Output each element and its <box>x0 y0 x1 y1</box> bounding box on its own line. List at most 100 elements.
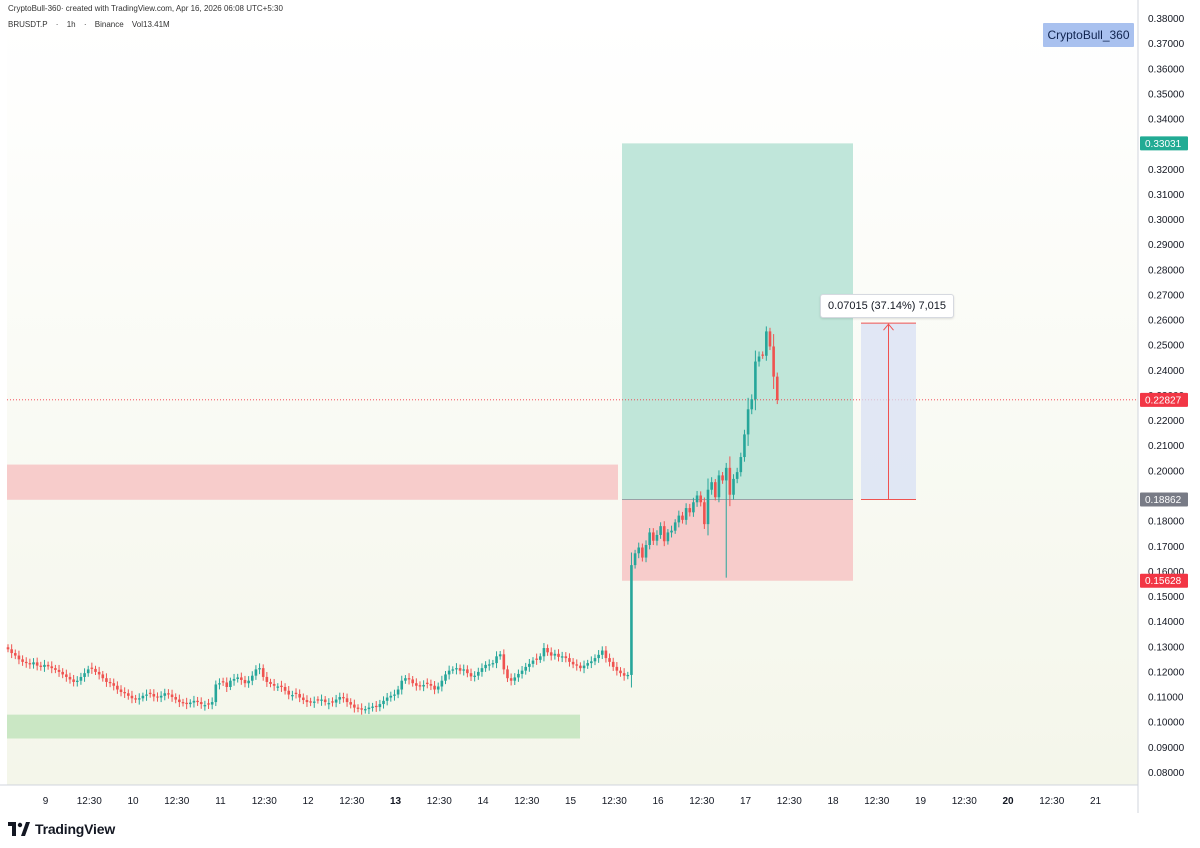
candle[interactable] <box>192 695 196 708</box>
candle[interactable] <box>382 696 385 709</box>
candle[interactable] <box>662 521 666 547</box>
candle[interactable] <box>542 643 546 662</box>
supply-zone[interactable] <box>7 464 618 500</box>
candle[interactable] <box>174 693 178 704</box>
candle[interactable] <box>713 479 717 501</box>
candle[interactable] <box>724 462 728 578</box>
candle[interactable] <box>345 693 349 707</box>
candle[interactable] <box>535 653 538 665</box>
candle[interactable] <box>528 658 531 672</box>
candle[interactable] <box>509 673 513 686</box>
candle[interactable] <box>232 673 236 686</box>
candle[interactable] <box>703 497 706 529</box>
candle[interactable] <box>218 678 221 690</box>
candle[interactable] <box>21 655 24 666</box>
candle[interactable] <box>684 503 688 525</box>
candle[interactable] <box>626 671 630 680</box>
candle[interactable] <box>484 661 487 672</box>
stop-price-tag[interactable]: 0.15628 <box>1140 573 1188 588</box>
candle[interactable] <box>353 699 356 713</box>
candle[interactable] <box>61 668 64 679</box>
candle[interactable] <box>582 660 586 674</box>
candle[interactable] <box>633 549 637 569</box>
candle[interactable] <box>65 669 68 682</box>
candle[interactable] <box>148 689 152 698</box>
candle[interactable] <box>593 654 597 666</box>
candle[interactable] <box>280 680 283 692</box>
candle[interactable] <box>655 530 659 546</box>
candle[interactable] <box>622 668 626 681</box>
candle[interactable] <box>338 692 342 704</box>
candle[interactable] <box>24 657 28 668</box>
candle[interactable] <box>134 694 137 703</box>
candle[interactable] <box>305 695 309 707</box>
candle[interactable] <box>356 704 360 713</box>
candle[interactable] <box>261 664 265 681</box>
candle[interactable] <box>221 677 225 686</box>
candle[interactable] <box>250 671 254 686</box>
candle[interactable] <box>334 694 338 708</box>
candle[interactable] <box>447 665 451 680</box>
candle[interactable] <box>374 701 378 712</box>
candle[interactable] <box>549 647 553 661</box>
candle[interactable] <box>611 657 615 671</box>
candle[interactable] <box>487 659 491 671</box>
candle[interactable] <box>404 675 407 684</box>
candle[interactable] <box>440 675 444 692</box>
candle[interactable] <box>422 680 425 692</box>
candle[interactable] <box>590 656 593 669</box>
candle[interactable] <box>363 705 367 714</box>
candle[interactable] <box>94 665 97 676</box>
candle[interactable] <box>644 540 648 563</box>
candle[interactable] <box>739 452 743 477</box>
candle[interactable] <box>272 678 276 691</box>
candle[interactable] <box>407 673 411 685</box>
candle[interactable] <box>641 543 644 562</box>
candle[interactable] <box>458 664 462 675</box>
candle[interactable] <box>327 698 331 710</box>
candle[interactable] <box>203 700 207 711</box>
candle[interactable] <box>170 689 174 702</box>
candle[interactable] <box>79 672 83 685</box>
candle[interactable] <box>746 397 750 446</box>
candle[interactable] <box>291 690 294 701</box>
candle[interactable] <box>765 326 768 361</box>
candle[interactable] <box>57 664 61 677</box>
candle[interactable] <box>123 687 126 698</box>
candle[interactable] <box>418 681 422 691</box>
candle[interactable] <box>181 698 185 707</box>
candle[interactable] <box>298 689 301 703</box>
candle[interactable] <box>761 351 764 359</box>
candle[interactable] <box>754 350 757 411</box>
candle[interactable] <box>429 679 433 691</box>
candle[interactable] <box>597 650 600 663</box>
candle[interactable] <box>579 662 582 672</box>
candle[interactable] <box>276 683 280 692</box>
candle[interactable] <box>185 697 188 710</box>
symbol-info[interactable]: BRUSDT.P · 1h · Binance Vol13.41M <box>8 20 176 29</box>
candle[interactable] <box>163 688 167 701</box>
symbol-name[interactable]: BRUSDT.P <box>8 20 48 29</box>
candle[interactable] <box>50 661 54 674</box>
candle[interactable] <box>269 678 272 688</box>
candle[interactable] <box>229 677 232 691</box>
candle[interactable] <box>371 702 374 712</box>
candle[interactable] <box>320 694 323 706</box>
candle[interactable] <box>600 646 604 660</box>
candle[interactable] <box>207 698 210 709</box>
candle[interactable] <box>648 528 651 550</box>
candle[interactable] <box>393 689 396 701</box>
candle[interactable] <box>553 649 557 660</box>
candle[interactable] <box>367 702 371 715</box>
candle[interactable] <box>137 693 141 705</box>
candle[interactable] <box>72 674 75 687</box>
candle[interactable] <box>772 334 775 390</box>
candle[interactable] <box>46 661 50 670</box>
candle[interactable] <box>619 667 622 677</box>
candle[interactable] <box>757 351 761 367</box>
candle[interactable] <box>728 456 732 507</box>
candle[interactable] <box>68 672 72 684</box>
candle[interactable] <box>564 652 568 663</box>
target-price-tag[interactable]: 0.33031 <box>1140 136 1188 151</box>
candle[interactable] <box>97 666 101 680</box>
